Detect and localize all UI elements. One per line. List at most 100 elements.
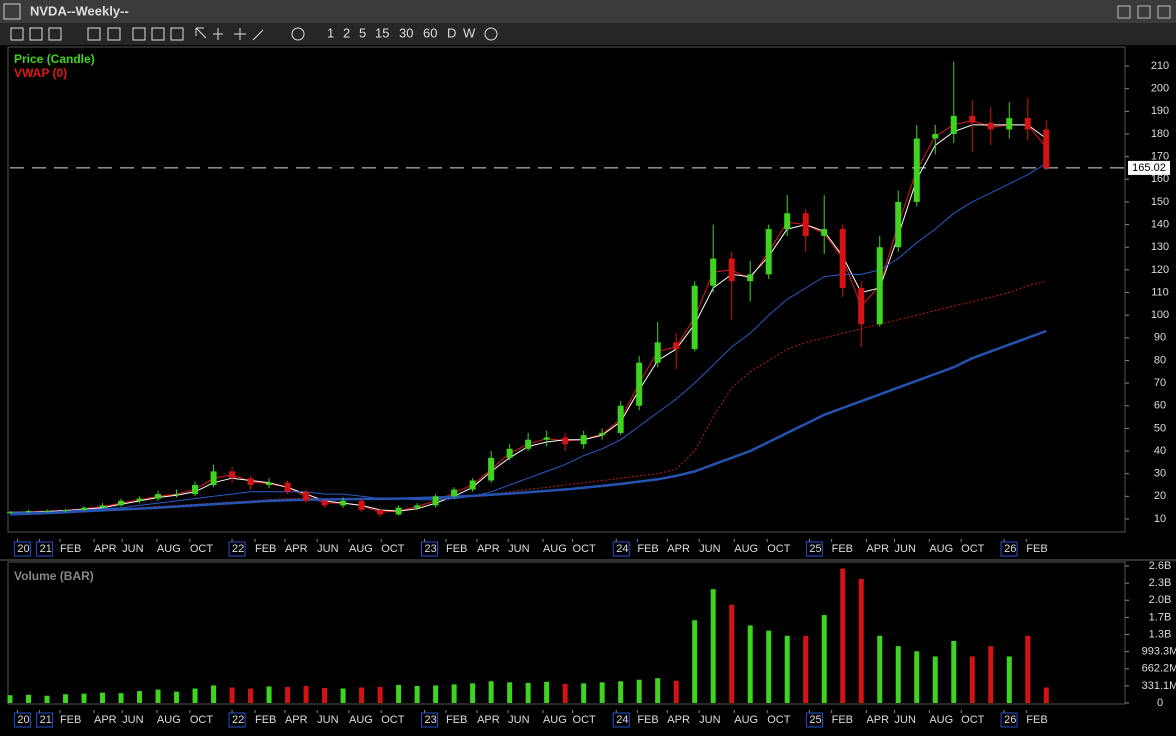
x-tick-label: OCT — [961, 543, 985, 555]
year-box — [421, 712, 439, 728]
volume-bar — [655, 678, 661, 703]
year-box — [13, 541, 31, 557]
candle-body — [765, 229, 772, 275]
volume-bar — [414, 685, 420, 703]
cancel-button[interactable] — [484, 27, 498, 41]
x-tick-label: JUN — [122, 714, 143, 726]
x-tick-label: JUN — [317, 543, 338, 555]
volume-bar — [581, 683, 587, 703]
candle-body — [562, 437, 569, 445]
volume-bar — [988, 646, 994, 703]
zoom-in-button[interactable] — [132, 27, 146, 41]
hand-tool[interactable] — [213, 28, 223, 40]
period-button[interactable]: W — [463, 25, 476, 40]
y-tick-label: 120 — [1151, 264, 1169, 276]
period-button[interactable]: 2 — [343, 25, 350, 40]
year-box — [421, 541, 439, 557]
crosshair-tool[interactable] — [234, 28, 246, 40]
x-tick-label: FEB — [255, 543, 276, 555]
x-tick-label: AUG — [929, 543, 953, 555]
y-tick-label: 200 — [1151, 83, 1169, 95]
volume-bar — [710, 589, 716, 703]
period-button[interactable]: 60 — [423, 25, 437, 40]
indicator-button[interactable] — [29, 27, 43, 41]
volume-bar — [692, 620, 698, 703]
fit-button[interactable] — [170, 27, 184, 41]
volume-bar — [636, 679, 642, 703]
y-tick-label: 190 — [1151, 105, 1169, 117]
clock-button[interactable] — [291, 27, 305, 41]
candle-body — [266, 482, 273, 486]
period-button[interactable]: 30 — [399, 25, 413, 40]
candle-body — [525, 439, 532, 449]
x-tick-label: OCT — [381, 543, 405, 555]
period-button[interactable]: 5 — [359, 25, 366, 40]
year-box — [36, 541, 54, 557]
last-price-box — [1128, 160, 1170, 175]
x-tick-label: 25 — [809, 543, 821, 555]
pointer-tool[interactable] — [195, 27, 207, 39]
candle-body — [913, 138, 920, 202]
volume-bar — [248, 688, 254, 703]
candle-body — [155, 494, 162, 499]
x-tick-label: OCT — [190, 543, 214, 555]
volume-bar — [303, 685, 309, 703]
volume-bar — [914, 651, 920, 703]
volume-bar — [821, 615, 827, 703]
volume-bar — [44, 695, 50, 703]
last-price-label: 165.02 — [1132, 162, 1166, 174]
candle-body — [340, 500, 347, 506]
zoom-out-button[interactable] — [151, 27, 165, 41]
volume-bar — [544, 681, 550, 703]
draw-tool[interactable] — [252, 29, 264, 41]
candle-body — [858, 287, 865, 325]
close-button[interactable] — [1157, 5, 1171, 19]
period-button[interactable]: 1 — [327, 25, 334, 40]
volume-bar — [895, 646, 901, 703]
candle-body — [247, 478, 254, 486]
candle-body — [451, 489, 458, 497]
candle-body — [173, 494, 180, 496]
candle-body — [784, 213, 791, 230]
x-tick-label: 23 — [425, 714, 437, 726]
volume-bar — [451, 684, 457, 703]
layout-button[interactable] — [87, 27, 101, 41]
candle-body — [1043, 129, 1050, 168]
candle-body — [691, 285, 698, 350]
x-tick-label: JUN — [699, 543, 720, 555]
studies-button[interactable] — [48, 27, 62, 41]
volume-bar — [340, 688, 346, 703]
candle-body — [469, 480, 476, 490]
split-button[interactable] — [107, 27, 121, 41]
candle-body — [432, 496, 439, 506]
minimize-button[interactable] — [1117, 5, 1131, 19]
y-tick-label: 180 — [1151, 128, 1169, 140]
x-tick-label: AUG — [734, 714, 758, 726]
x-tick-label: JUN — [508, 714, 529, 726]
x-tick-label: 26 — [1004, 543, 1016, 555]
candle-body — [136, 498, 143, 501]
candle-body — [25, 511, 32, 513]
x-tick-label: OCT — [573, 543, 597, 555]
y-tick-label: 110 — [1151, 286, 1169, 298]
volume-bar — [599, 682, 605, 703]
chart-type-button[interactable] — [10, 27, 24, 41]
volume-bar — [396, 684, 402, 703]
x-tick-label: JUN — [895, 543, 916, 555]
x-tick-label: 24 — [616, 543, 628, 555]
candle-body — [192, 485, 199, 495]
volume-bar — [969, 656, 975, 703]
x-tick-label: AUG — [734, 543, 758, 555]
period-button[interactable]: D — [447, 25, 456, 40]
volume-bar — [488, 681, 494, 703]
year-box — [228, 541, 246, 557]
candle-body — [1006, 118, 1013, 130]
maximize-button[interactable] — [1137, 5, 1151, 19]
y-tick-label: 140 — [1151, 218, 1169, 230]
x-tick-label: APR — [866, 714, 889, 726]
x-tick-label: 24 — [616, 714, 628, 726]
volume-bar — [784, 635, 790, 703]
period-button[interactable]: 15 — [375, 25, 389, 40]
volume-bar — [1006, 656, 1012, 703]
